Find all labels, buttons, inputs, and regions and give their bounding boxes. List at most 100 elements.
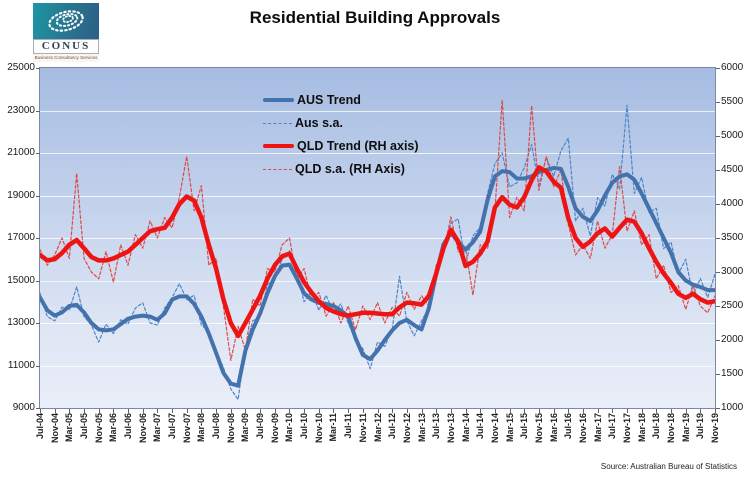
x-axis-tick-label: Jul-17 bbox=[607, 413, 618, 440]
x-axis-tick-label: Mar-14 bbox=[460, 413, 471, 443]
left-axis-tick-label: 11000 bbox=[7, 359, 35, 371]
x-axis-tick-label: Nov-05 bbox=[93, 413, 104, 444]
x-axis-tick-label: Mar-18 bbox=[636, 413, 647, 443]
x-axis-tick-label: Jul-15 bbox=[519, 413, 530, 440]
x-axis-tick bbox=[494, 409, 496, 413]
legend-item-3: QLD Trend (RH axis) bbox=[263, 139, 419, 153]
right-axis-tick bbox=[716, 340, 720, 341]
x-axis-tick bbox=[421, 409, 423, 413]
right-axis-tick-label: 3500 bbox=[721, 232, 744, 243]
x-axis-tick bbox=[333, 409, 335, 413]
x-axis-tick bbox=[157, 409, 159, 413]
x-axis-tick bbox=[98, 409, 100, 413]
left-axis-tick-label: 15000 bbox=[7, 274, 35, 286]
right-axis-tick-label: 6000 bbox=[721, 62, 744, 73]
gridline bbox=[40, 195, 715, 197]
chart-title: Residential Building Approvals bbox=[249, 8, 501, 27]
right-axis-tick-label: 1500 bbox=[721, 368, 744, 379]
right-axis-tick-label: 2500 bbox=[721, 300, 744, 311]
x-axis-tick bbox=[626, 409, 628, 413]
right-axis-tick bbox=[716, 204, 720, 205]
legend-item-4: QLD s.a. (RH Axis) bbox=[263, 162, 405, 176]
x-axis-tick bbox=[245, 409, 247, 413]
x-axis-tick bbox=[715, 409, 716, 413]
x-axis-tick-label: Jul-09 bbox=[255, 413, 266, 440]
left-axis-tick-label: 23000 bbox=[7, 104, 35, 116]
right-axis-tick bbox=[716, 306, 720, 307]
x-axis-tick bbox=[480, 409, 482, 413]
left-axis-tick bbox=[36, 408, 40, 409]
source-note: Source: Australian Bureau of Statistics bbox=[600, 462, 737, 471]
right-axis-tick bbox=[716, 272, 720, 273]
left-axis-tick bbox=[36, 323, 40, 324]
right-axis-tick bbox=[716, 374, 720, 375]
legend-item-1: AUS Trend bbox=[263, 93, 361, 107]
plot-area: AUS Trend Aus s.a. QLD Trend (RH axis) QLD … bbox=[39, 67, 716, 409]
x-axis-tick-label: Nov-12 bbox=[401, 413, 412, 444]
x-axis-tick bbox=[274, 409, 276, 413]
x-axis-tick bbox=[406, 409, 408, 413]
x-axis-tick bbox=[670, 409, 672, 413]
x-axis-tick-label: Jul-05 bbox=[79, 413, 90, 440]
x-axis-tick-label: Nov-09 bbox=[269, 413, 280, 444]
x-axis-tick-label: Mar-09 bbox=[240, 413, 251, 443]
legend-item-2: Aus s.a. bbox=[263, 116, 343, 130]
gridline bbox=[40, 110, 715, 112]
x-axis-tick-label: Jul-13 bbox=[431, 413, 442, 440]
x-axis-tick bbox=[260, 409, 262, 413]
x-axis-tick-label: Jul-10 bbox=[299, 413, 310, 440]
x-axis-tick bbox=[172, 409, 174, 413]
x-axis-tick-label: Mar-19 bbox=[680, 413, 691, 443]
gridline bbox=[40, 280, 715, 282]
left-axis-tick-label: 21000 bbox=[7, 147, 35, 158]
right-axis-tick bbox=[716, 68, 720, 69]
x-axis-tick-label: Jul-04 bbox=[35, 413, 45, 440]
logo-name: CONUS bbox=[33, 39, 99, 54]
x-axis-tick bbox=[113, 409, 115, 413]
x-axis-tick-label: Mar-08 bbox=[196, 413, 207, 443]
x-axis-tick-label: Jul-16 bbox=[563, 413, 574, 440]
gridline bbox=[40, 238, 715, 239]
legend-line-sample bbox=[263, 168, 292, 170]
left-axis-tick-label: 13000 bbox=[7, 317, 35, 328]
x-axis-tick-label: Nov-07 bbox=[181, 413, 192, 444]
x-axis-tick bbox=[186, 409, 188, 413]
x-axis-tick bbox=[289, 409, 291, 413]
legend-line-sample bbox=[263, 98, 294, 102]
x-axis-tick-label: Mar-10 bbox=[284, 413, 295, 443]
x-axis-tick bbox=[509, 409, 511, 413]
x-axis-tick-label: Jul-08 bbox=[211, 413, 222, 440]
x-axis-tick bbox=[216, 409, 218, 413]
x-axis-tick bbox=[538, 409, 540, 413]
right-axis-tick-label: 4000 bbox=[721, 198, 744, 209]
left-axis-tick-label: 17000 bbox=[7, 232, 35, 243]
x-axis-tick bbox=[524, 409, 526, 413]
right-axis-tick-label: 5000 bbox=[721, 130, 744, 141]
x-axis-tick-label: Nov-17 bbox=[621, 413, 632, 444]
right-axis-tick bbox=[716, 408, 720, 409]
right-axis-tick-label: 4500 bbox=[721, 164, 744, 175]
x-axis-tick bbox=[318, 409, 320, 413]
left-axis-tick bbox=[36, 195, 40, 197]
x-axis-tick-label: Jul-06 bbox=[123, 413, 134, 440]
x-axis-tick-label: Nov-19 bbox=[710, 413, 720, 444]
x-axis-tick-label: Mar-11 bbox=[328, 413, 339, 442]
series-canvas bbox=[40, 99, 715, 401]
series-line-aus-s-a- bbox=[40, 104, 715, 401]
legend-line-sample bbox=[263, 122, 292, 124]
x-axis-tick-label: Nov-08 bbox=[225, 413, 236, 444]
x-axis-tick bbox=[568, 409, 570, 413]
x-axis-tick-label: Jul-18 bbox=[651, 413, 662, 440]
x-axis-tick bbox=[450, 409, 452, 413]
x-axis-tick bbox=[582, 409, 584, 413]
x-axis-tick-label: Nov-15 bbox=[533, 413, 544, 444]
legend-line-sample bbox=[263, 144, 294, 148]
x-axis-tick-label: Mar-07 bbox=[152, 413, 163, 443]
legend-label: QLD Trend (RH axis) bbox=[297, 139, 419, 153]
x-axis-tick-label: Mar-06 bbox=[108, 413, 119, 443]
x-axis-tick-label: Mar-16 bbox=[548, 413, 559, 443]
x-axis-tick bbox=[656, 409, 658, 413]
x-axis-tick-label: Mar-13 bbox=[416, 413, 427, 443]
right-axis-tick-label: 3000 bbox=[721, 266, 744, 277]
